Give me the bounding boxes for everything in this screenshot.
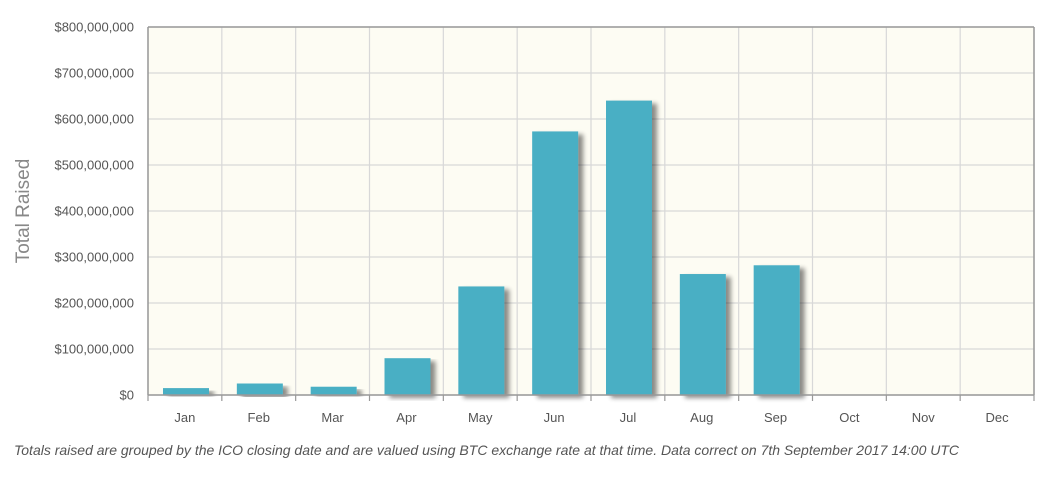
x-tick-label: Sep xyxy=(764,410,787,425)
y-tick-label: $800,000,000 xyxy=(54,20,134,35)
bar-jan xyxy=(163,388,209,395)
x-tick-label: Jan xyxy=(174,410,195,425)
x-tick-label: Mar xyxy=(321,410,344,425)
x-tick-label: Jun xyxy=(544,410,565,425)
y-axis-title: Total Raised xyxy=(13,159,34,264)
x-tick-label: Feb xyxy=(248,410,270,425)
tick-labels: $0 $100,000,000 $200,000,000 $300,000,000 $4… xyxy=(54,20,1009,426)
x-tick-label: Nov xyxy=(912,410,936,425)
y-tick-label: $200,000,000 xyxy=(54,296,134,311)
y-tick-label: $400,000,000 xyxy=(54,204,134,219)
y-tick-label: $500,000,000 xyxy=(54,158,134,173)
x-tick-label: Oct xyxy=(839,410,860,425)
bar-sep xyxy=(753,265,800,395)
bar-mar xyxy=(310,386,357,395)
footnote: Totals raised are grouped by the ICO clo… xyxy=(14,442,960,458)
y-tick-label: $700,000,000 xyxy=(54,66,134,81)
bar-apr xyxy=(384,358,431,395)
x-tick-label: May xyxy=(468,410,493,425)
bar-jun xyxy=(532,131,579,396)
y-tick-label: $100,000,000 xyxy=(54,342,134,357)
x-tick-label: Aug xyxy=(690,410,713,425)
x-tick-label: Dec xyxy=(986,410,1010,425)
bar-jul xyxy=(606,100,652,395)
bar-may xyxy=(458,286,505,395)
bar-aug xyxy=(679,274,726,395)
y-tick-label: $0 xyxy=(120,388,134,403)
bar-feb xyxy=(236,383,283,395)
bars xyxy=(163,100,800,396)
x-tick-label: Apr xyxy=(396,410,417,425)
y-tick-label: $600,000,000 xyxy=(54,112,134,127)
x-tick-label: Jul xyxy=(620,410,637,425)
y-tick-label: $300,000,000 xyxy=(54,250,134,265)
axes xyxy=(147,26,1035,401)
